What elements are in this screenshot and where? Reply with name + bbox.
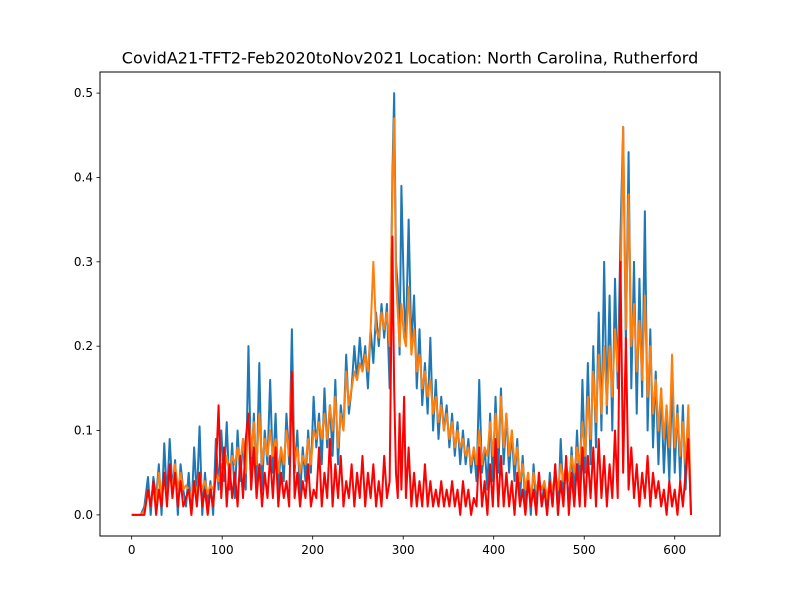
y-tick-label: 0.5 (74, 86, 93, 100)
plot-area-frame (99, 71, 721, 537)
y-axis: 0.0 0.1 0.2 0.3 0.4 0.5 (74, 86, 100, 522)
series-red-line (131, 235, 693, 516)
y-tick-label: 0.0 (74, 508, 93, 522)
x-tick-label: 600 (663, 543, 686, 557)
x-tick-label: 400 (482, 543, 505, 557)
chart-title: CovidA21-TFT2-Feb2020toNov2021 Location:… (122, 49, 698, 68)
series-layer (131, 92, 693, 516)
x-tick-label: 100 (211, 543, 234, 557)
x-tick-label: 300 (392, 543, 415, 557)
series-blue-line (131, 92, 693, 516)
y-tick-label: 0.3 (74, 255, 93, 269)
x-tick-label: 0 (128, 543, 136, 557)
x-axis: 0 100 200 300 400 500 600 (128, 536, 686, 557)
x-tick-label: 200 (301, 543, 324, 557)
y-tick-label: 0.2 (74, 339, 93, 353)
x-tick-label: 500 (573, 543, 596, 557)
series-orange-line (131, 117, 693, 516)
y-tick-label: 0.4 (74, 170, 93, 184)
y-tick-label: 0.1 (74, 424, 93, 438)
